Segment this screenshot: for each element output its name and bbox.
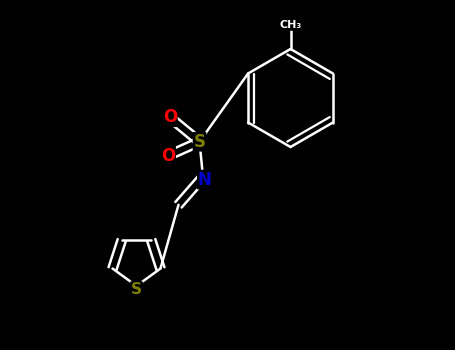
Text: O: O (162, 108, 177, 126)
Text: CH₃: CH₃ (279, 20, 302, 30)
Text: N: N (198, 170, 212, 189)
Text: S: S (193, 133, 206, 151)
Text: S: S (131, 282, 142, 297)
Text: O: O (161, 147, 175, 165)
